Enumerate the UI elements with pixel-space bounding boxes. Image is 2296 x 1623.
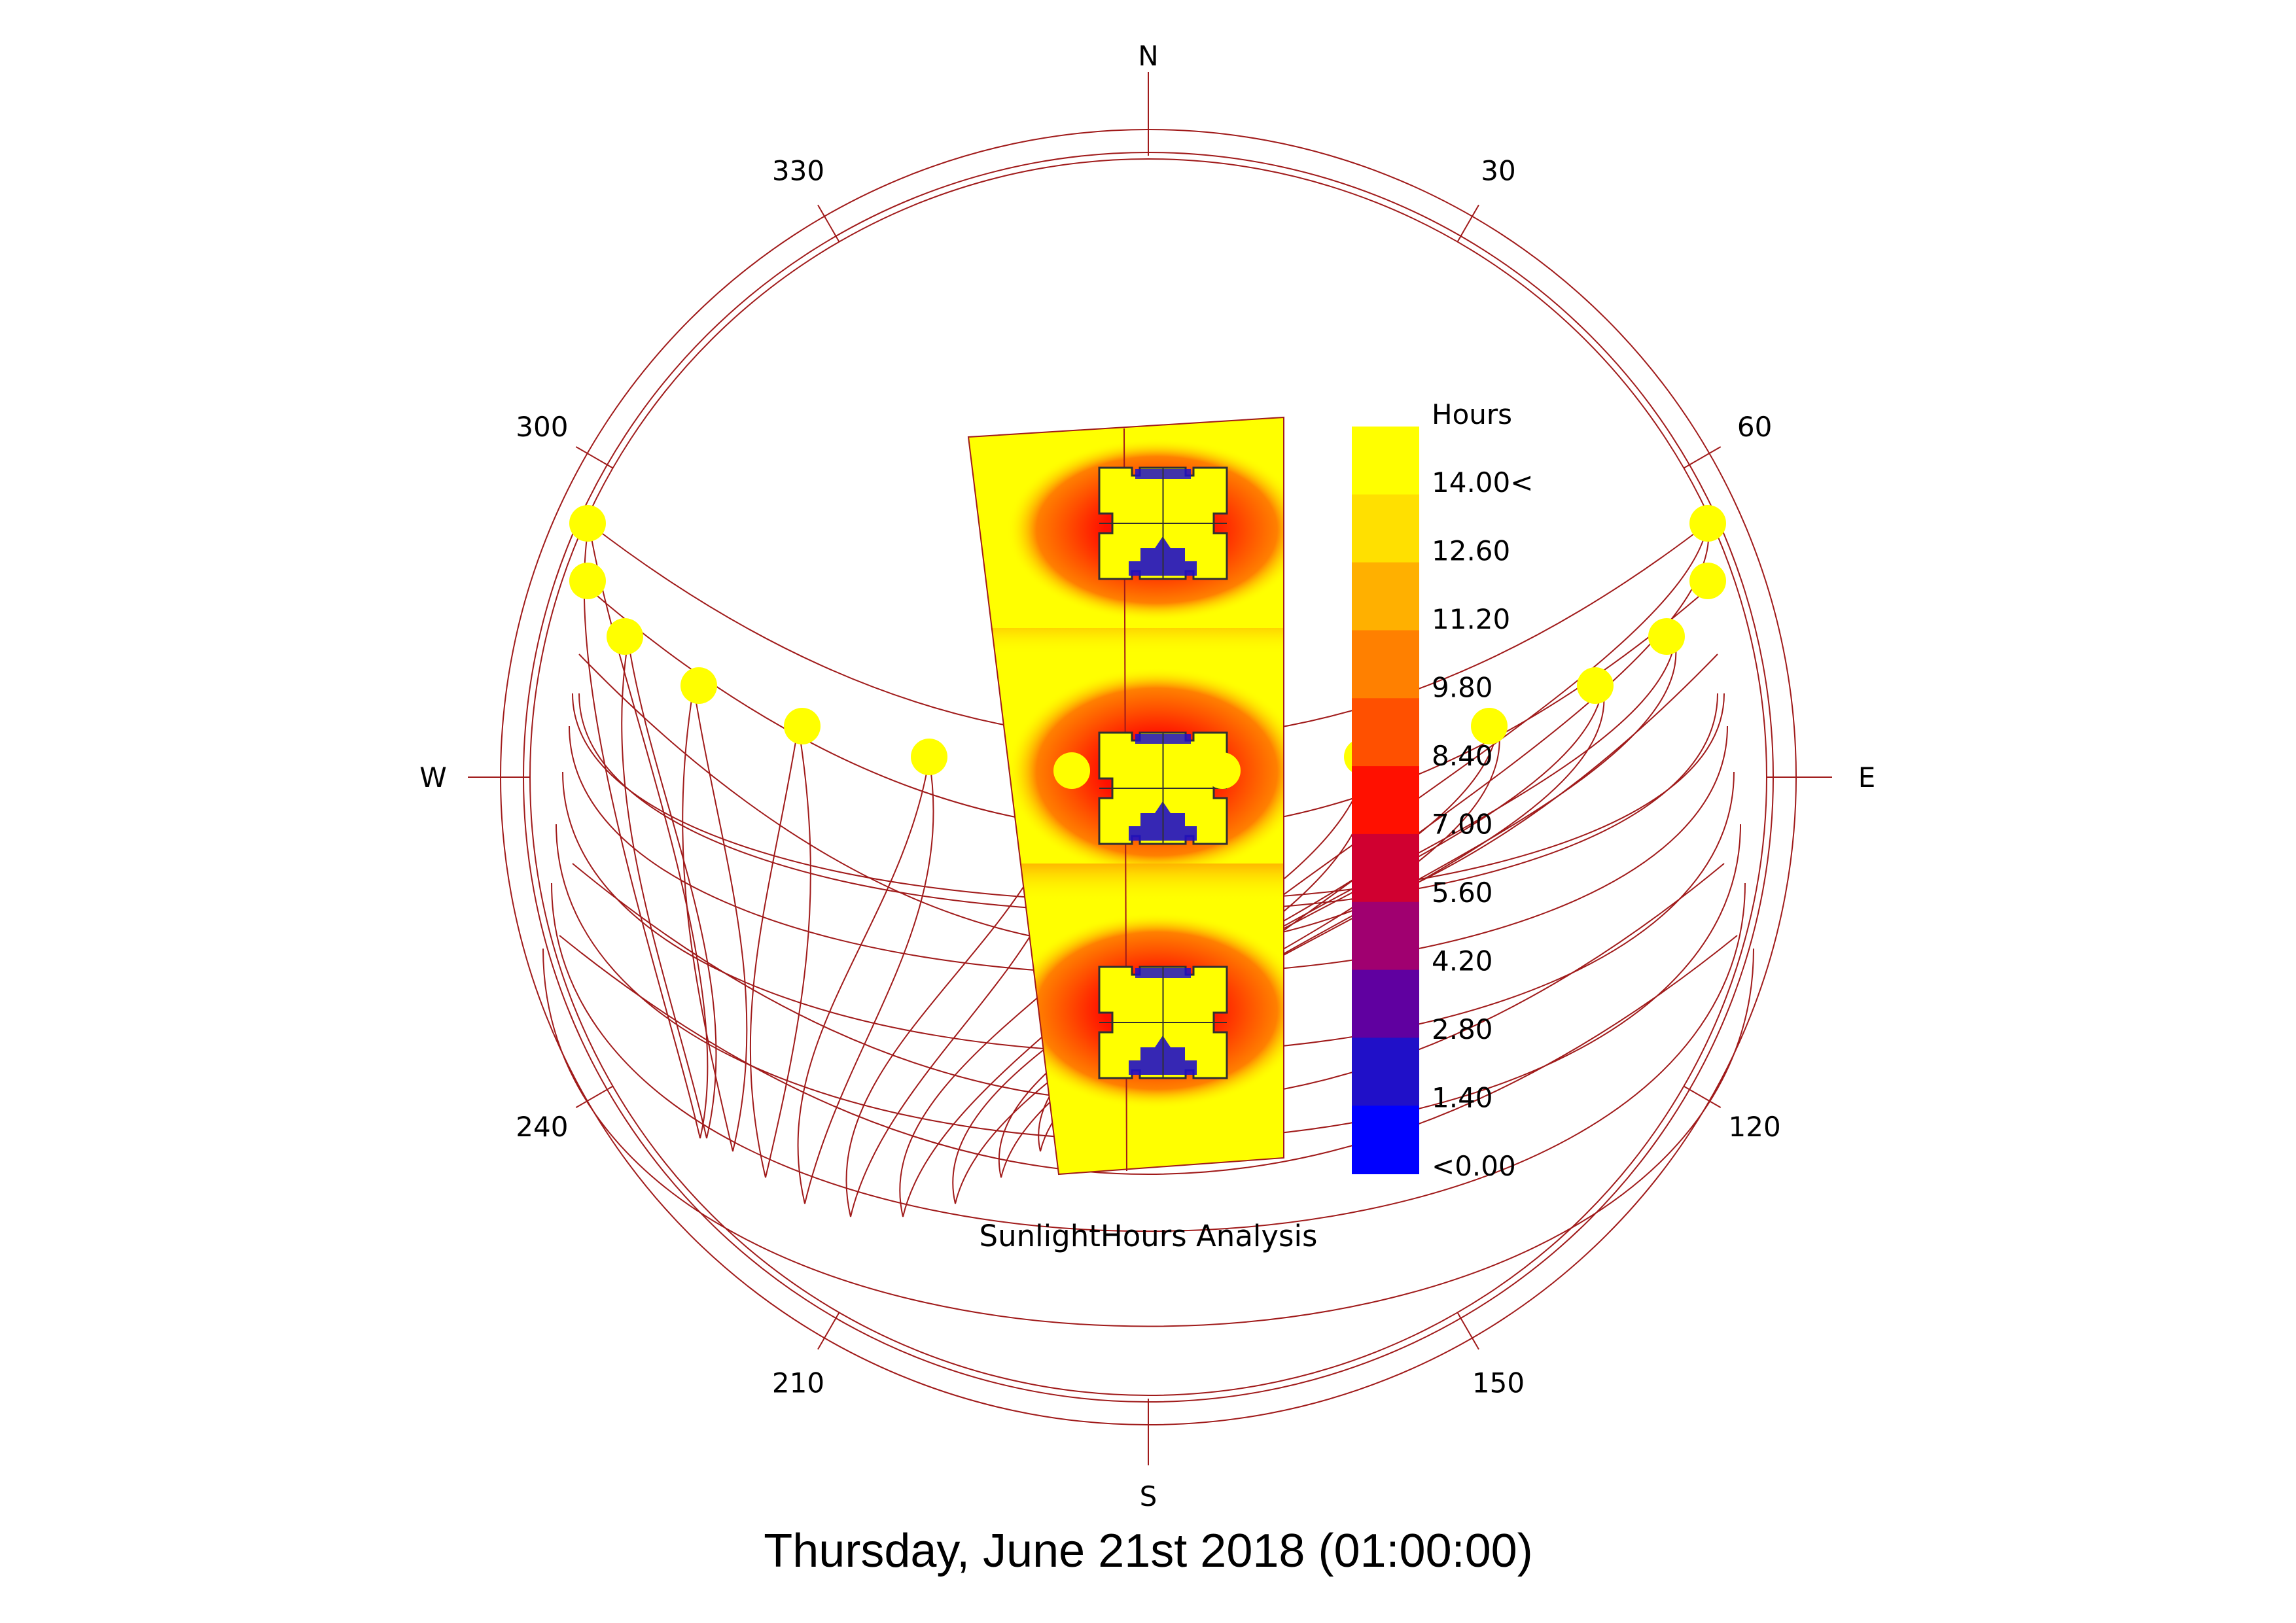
sun-marker-13 bbox=[1689, 505, 1726, 542]
legend-label-9: 1.40 bbox=[1432, 1082, 1493, 1114]
sun-marker-3 bbox=[680, 667, 717, 704]
legend-swatch-6 bbox=[1352, 833, 1419, 903]
south-label: S bbox=[1140, 1480, 1157, 1512]
legend-label-2: 11.20 bbox=[1432, 603, 1510, 635]
azimuth-label-300: 300 bbox=[516, 411, 568, 443]
legend-labels: 14.00< 12.60 11.20 9.80 8.40 7.00 5.60 4.20 2.80… bbox=[1432, 466, 1533, 1182]
date-caption: Thursday, June 21st 2018 (01:00:00) bbox=[764, 1525, 1532, 1577]
sun-marker-7 bbox=[1204, 752, 1241, 789]
analemma-1 bbox=[621, 640, 717, 1139]
building-2 bbox=[1098, 966, 1228, 1079]
buildings bbox=[1098, 466, 1228, 1079]
cardinal-axes bbox=[468, 72, 1832, 1465]
sun-marker-11 bbox=[1648, 618, 1685, 655]
sun-marker-6 bbox=[1053, 752, 1090, 789]
sun-marker-0 bbox=[569, 505, 606, 542]
sun-marker-9 bbox=[1471, 708, 1508, 744]
legend-label-6: 5.60 bbox=[1432, 877, 1493, 909]
legend-label-0: 14.00< bbox=[1432, 466, 1533, 498]
azimuth-tick-300 bbox=[575, 446, 614, 469]
west-label: W bbox=[419, 761, 447, 794]
legend-swatch-0 bbox=[1352, 427, 1419, 495]
azimuth-tick-30 bbox=[1457, 204, 1479, 243]
sun-marker-5 bbox=[911, 739, 947, 775]
building-0 bbox=[1098, 466, 1228, 580]
plan-outline bbox=[967, 416, 1284, 1176]
legend-swatch-2 bbox=[1352, 562, 1419, 631]
azimuth-tick-120 bbox=[1683, 1085, 1722, 1108]
analysis-title: SunlightHours Analysis bbox=[980, 1219, 1318, 1253]
azimuth-label-240: 240 bbox=[516, 1111, 568, 1143]
legend-swatch-3 bbox=[1352, 630, 1419, 699]
analemma-3 bbox=[749, 725, 811, 1178]
legend-label-3: 9.80 bbox=[1432, 672, 1493, 704]
legend-label-7: 4.20 bbox=[1432, 945, 1493, 977]
sun-marker-4 bbox=[784, 708, 821, 744]
azimuth-label-210: 210 bbox=[772, 1367, 824, 1399]
azimuth-tick-240 bbox=[575, 1085, 614, 1108]
azimuth-labels: 30 60 120 150 210 240 300 330 bbox=[516, 154, 1780, 1399]
legend-label-1: 12.60 bbox=[1432, 535, 1510, 567]
legend-title: Hours bbox=[1432, 398, 1512, 430]
legend-swatch-4 bbox=[1352, 698, 1419, 767]
legend-label-10: <0.00 bbox=[1432, 1150, 1516, 1182]
legend-swatch-8 bbox=[1352, 969, 1419, 1039]
azimuth-tick-210 bbox=[817, 1312, 840, 1350]
building-1 bbox=[1098, 731, 1228, 845]
east-label: E bbox=[1858, 761, 1876, 794]
legend-swatch-9 bbox=[1352, 1038, 1419, 1107]
legend-swatches bbox=[1352, 427, 1419, 1174]
azimuth-ticks bbox=[575, 204, 1722, 1350]
azimuth-label-30: 30 bbox=[1481, 154, 1515, 186]
sun-marker-10 bbox=[1577, 667, 1614, 704]
legend: Hours 14.00< 12.60 11.20 9.80 8.40 7.00 5.60 4.… bbox=[1352, 398, 1533, 1182]
azimuth-label-120: 120 bbox=[1729, 1111, 1781, 1143]
legend-label-4: 8.40 bbox=[1432, 740, 1493, 772]
north-label: N bbox=[1138, 40, 1158, 72]
analemma-4 bbox=[797, 758, 934, 1204]
shade-band-2 bbox=[968, 628, 1284, 654]
analemma-0 bbox=[583, 523, 709, 1139]
sunpath-arc-5 bbox=[551, 882, 1746, 1232]
legend-swatch-7 bbox=[1352, 901, 1419, 971]
legend-label-8: 2.80 bbox=[1432, 1013, 1493, 1045]
azimuth-tick-330 bbox=[817, 204, 840, 243]
azimuth-tick-60 bbox=[1683, 446, 1722, 469]
azimuth-label-330: 330 bbox=[772, 154, 824, 186]
sun-marker-2 bbox=[607, 618, 643, 655]
sunlight-hours-heatmap bbox=[967, 416, 1284, 1176]
sunpath-arc-lowest bbox=[559, 935, 1738, 1175]
sun-marker-1 bbox=[569, 563, 606, 599]
analemma-2 bbox=[682, 686, 748, 1152]
azimuth-label-150: 150 bbox=[1472, 1367, 1525, 1399]
sun-marker-12 bbox=[1689, 563, 1726, 599]
legend-swatch-1 bbox=[1352, 494, 1419, 563]
sunpath-arc-6 bbox=[542, 948, 1754, 1327]
legend-swatch-10 bbox=[1352, 1106, 1419, 1174]
azimuth-tick-150 bbox=[1457, 1312, 1479, 1350]
azimuth-label-60: 60 bbox=[1737, 411, 1772, 443]
legend-swatch-5 bbox=[1352, 766, 1419, 835]
legend-label-5: 7.00 bbox=[1432, 809, 1493, 841]
